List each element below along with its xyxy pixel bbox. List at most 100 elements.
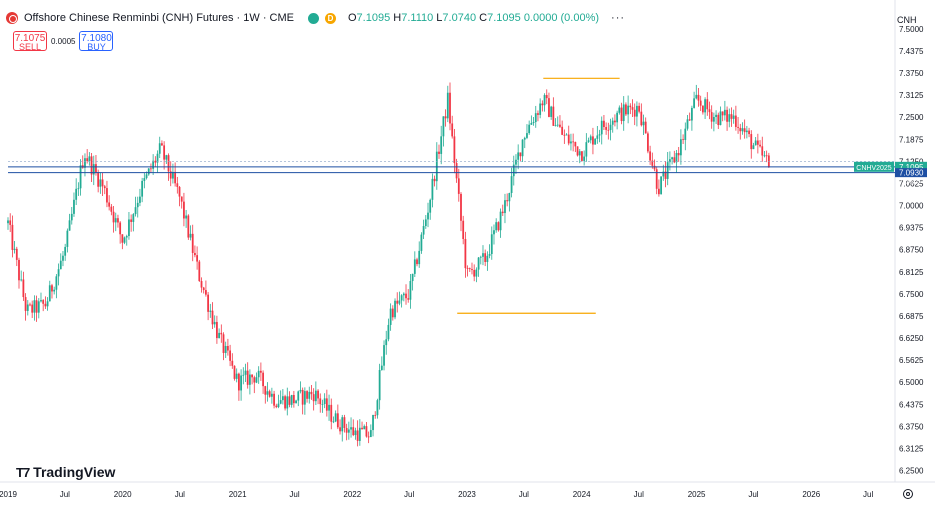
candle-body [671,157,673,160]
time-axis[interactable]: 2019 Jul 2020 Jul 2021 Jul 2022 Jul 2023 Jul 2024 J… [0,490,873,499]
candle [642,114,645,135]
x-tick-label: Jul [748,490,758,499]
candle-body [578,151,581,156]
y-tick-label: 6.7500 [899,290,924,299]
candle [253,375,256,394]
candle-body [523,137,526,140]
candle [279,390,282,405]
candle [409,273,412,309]
candle [402,292,405,302]
candle-body [356,430,359,441]
candle-body [224,345,227,353]
candle-body [651,160,654,166]
candle [295,399,297,404]
candle-body [20,279,23,281]
candle-body [51,285,53,292]
candle [125,234,128,246]
symbol-title[interactable]: Offshore Chinese Renminbi (CNH) Futures … [24,12,294,24]
candle-body [407,298,410,300]
price-axis[interactable]: 7.50007.43757.37507.31257.25007.18757.12… [899,25,924,476]
candle-body [482,253,484,257]
candle [539,98,542,119]
candle [163,141,166,170]
candle [684,122,687,151]
candle [473,264,476,282]
candle-body [717,114,720,126]
candle [413,251,416,278]
candle-body [495,222,498,231]
candle [110,204,113,216]
candle-body [572,141,575,143]
candle [301,387,304,415]
candles [7,82,770,447]
candle-body [739,127,742,132]
sell-button[interactable]: 7.1075 SELL [13,31,47,52]
candle [136,196,139,218]
candle-body [53,289,56,292]
candle-body [132,214,135,222]
candle-body [207,294,210,312]
candle [693,91,695,109]
candle-body [517,152,520,160]
candle-body [695,94,698,99]
candle-body [328,404,330,411]
candle-body [464,239,467,269]
currency-label[interactable]: CNH [897,15,917,25]
settings-gear-icon[interactable] [903,489,913,499]
candle-body [519,152,522,157]
candle [396,292,399,313]
candle [686,114,689,131]
low-key: L [436,12,443,24]
candle-body [147,168,150,175]
candle-body [383,345,385,366]
candle [625,102,627,116]
candle-body [183,201,185,219]
candle [73,192,75,217]
candle [119,221,122,244]
candle-body [117,218,119,223]
candle [121,234,124,250]
candle-body [299,389,302,392]
candle-body [211,310,214,325]
tradingview-logo-icon: T7 [16,464,30,480]
candle [548,92,550,118]
buy-button[interactable]: 7.1080 BUY [79,31,114,52]
ohlc-values: O7.1095 H7.1110 L7.0740 C7.1095 0.0000 (… [348,12,599,24]
candle-body [413,259,416,274]
candle [216,315,218,344]
candle [220,324,223,343]
candle-body [567,134,570,144]
candle [270,387,273,404]
y-tick-label: 6.8125 [899,268,924,277]
candle [374,411,377,419]
candle-body [270,393,273,397]
candle [273,390,275,409]
candle-body [640,111,643,126]
candle-body [504,200,506,214]
x-tick-label: Jul [519,490,529,499]
candle-body [761,146,764,156]
candle [108,195,111,211]
candle [706,92,709,116]
candle-body [556,124,559,126]
candle-body [431,178,434,200]
candle-body [286,396,289,409]
candle [194,245,196,258]
candle-body [248,374,251,385]
candle [207,291,210,321]
candle-body [655,169,658,189]
more-horizontal-icon[interactable]: ··· [611,12,626,24]
candle-body [587,140,590,143]
candle-body [378,369,381,401]
candle [583,150,586,166]
sell-label: SELL [18,42,42,52]
candle [231,353,234,369]
candle [570,133,572,151]
candle-body [24,297,27,311]
candle-body [488,254,491,256]
candle [427,202,429,228]
candle [655,166,658,195]
candle [79,159,82,196]
tradingview-logo[interactable]: T7 TradingView [16,464,115,480]
